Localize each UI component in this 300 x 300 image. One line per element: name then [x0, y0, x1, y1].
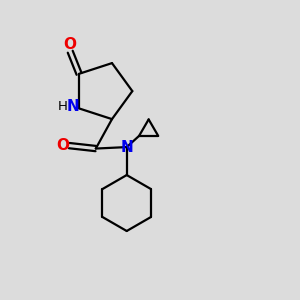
- Text: N: N: [120, 140, 133, 154]
- Text: O: O: [56, 138, 69, 153]
- Text: N: N: [66, 99, 79, 114]
- Text: H: H: [58, 100, 68, 113]
- Text: O: O: [64, 37, 77, 52]
